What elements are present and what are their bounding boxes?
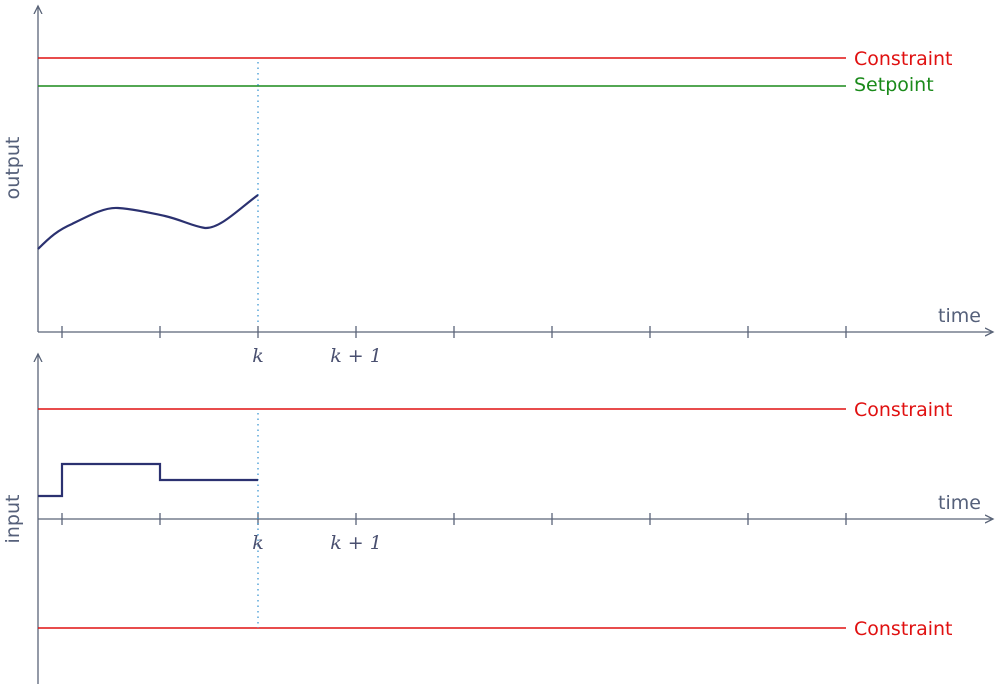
input-time-label: time [938,492,981,514]
input-tick-label-k-plus-1: k + 1 [330,532,382,554]
input-tick-label-k: k [252,532,264,554]
output-setpoint-label: Setpoint [854,74,934,96]
output-signal-curve [37,194,259,250]
output-panel: Constraint Setpoint output time k k + 1 [2,6,993,367]
output-time-ticks [61,326,847,338]
output-axis-label: output [2,137,24,200]
input-axis-label: input [2,495,24,544]
input-lower-constraint-label: Constraint [854,618,953,640]
input-upper-constraint-label: Constraint [854,399,953,421]
output-constraint-label: Constraint [854,48,953,70]
input-panel: Constraint Constraint input time k k + 1 [2,354,993,684]
output-tick-label-k: k [252,345,264,367]
input-time-ticks [61,513,847,525]
output-tick-label-k-plus-1: k + 1 [330,345,382,367]
input-signal-steps [38,462,258,498]
output-time-label: time [938,305,981,327]
